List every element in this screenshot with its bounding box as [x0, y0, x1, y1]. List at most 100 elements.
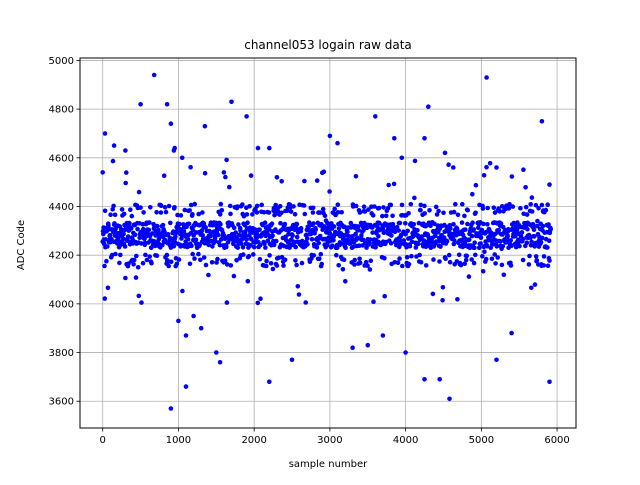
data-point — [385, 206, 391, 211]
data-point — [166, 203, 172, 209]
data-point — [104, 258, 109, 264]
y-axis-label: ADC Code — [16, 220, 27, 270]
data-point — [310, 205, 316, 211]
data-point — [264, 263, 269, 269]
data-point — [218, 201, 224, 207]
data-point — [261, 209, 267, 215]
data-point — [532, 282, 538, 287]
data-point — [506, 206, 512, 211]
data-point — [268, 261, 274, 266]
data-point — [536, 206, 541, 211]
data-point — [302, 178, 307, 184]
data-point — [469, 233, 475, 239]
data-point — [251, 252, 256, 257]
data-point — [460, 201, 465, 207]
data-point — [244, 212, 250, 217]
data-point — [217, 360, 223, 365]
data-point — [340, 267, 346, 272]
data-point — [472, 240, 478, 245]
data-point — [396, 228, 402, 233]
data-point — [485, 222, 490, 227]
data-point — [476, 245, 482, 251]
data-point — [121, 211, 127, 217]
data-point — [203, 225, 208, 230]
data-point — [228, 263, 234, 268]
data-point — [523, 185, 528, 190]
data-point — [363, 259, 369, 265]
data-point — [455, 297, 460, 302]
data-point — [257, 242, 263, 248]
data-point — [348, 240, 353, 245]
data-point — [233, 230, 238, 235]
data-point — [391, 181, 397, 187]
data-point — [131, 257, 137, 263]
data-point — [241, 252, 246, 257]
data-point — [303, 300, 309, 305]
data-point — [317, 210, 323, 215]
data-point — [123, 180, 128, 186]
data-point — [498, 221, 504, 226]
data-point — [140, 260, 146, 266]
data-point — [111, 143, 117, 148]
data-point — [517, 243, 522, 249]
data-point — [372, 204, 377, 209]
data-point — [254, 203, 260, 209]
data-point — [487, 160, 493, 166]
data-point — [182, 207, 188, 213]
data-point — [274, 263, 280, 268]
data-point — [317, 256, 322, 262]
data-point — [498, 239, 504, 244]
data-point — [291, 204, 296, 209]
data-point — [240, 245, 246, 250]
data-point — [443, 256, 448, 262]
data-point — [409, 253, 414, 259]
data-point — [423, 263, 429, 268]
data-point — [102, 208, 108, 214]
data-point — [217, 242, 223, 248]
data-point — [489, 256, 495, 262]
data-point — [505, 233, 511, 239]
data-point — [146, 227, 152, 233]
data-point — [455, 212, 461, 218]
data-point — [548, 226, 553, 232]
data-point — [380, 213, 385, 219]
data-point — [447, 259, 453, 265]
data-point — [539, 235, 545, 241]
data-point — [224, 244, 229, 250]
data-point — [150, 231, 155, 236]
data-point — [339, 241, 344, 246]
data-point — [309, 237, 315, 242]
data-point — [525, 226, 530, 232]
data-point — [478, 241, 484, 246]
data-point — [290, 233, 295, 238]
data-point — [462, 261, 468, 267]
data-point — [382, 293, 388, 299]
data-point — [357, 243, 362, 248]
data-point — [267, 379, 272, 385]
data-point — [304, 236, 310, 241]
data-point — [320, 206, 326, 212]
data-point — [298, 226, 304, 231]
data-point — [327, 189, 332, 194]
data-point — [118, 252, 123, 258]
data-point — [508, 263, 514, 268]
data-point — [125, 234, 131, 239]
data-point — [409, 239, 415, 245]
data-point — [213, 239, 218, 244]
data-point — [183, 384, 189, 389]
data-point — [279, 254, 285, 260]
data-point — [382, 255, 387, 261]
data-point — [132, 232, 138, 237]
data-point — [529, 195, 535, 200]
data-point — [267, 145, 272, 151]
data-point — [352, 257, 358, 263]
data-point — [111, 203, 116, 209]
data-point — [209, 260, 215, 265]
data-point — [171, 148, 177, 153]
data-point — [138, 241, 144, 246]
data-point — [406, 211, 411, 216]
data-point — [463, 257, 469, 263]
data-point — [166, 263, 171, 269]
data-point — [244, 114, 249, 119]
